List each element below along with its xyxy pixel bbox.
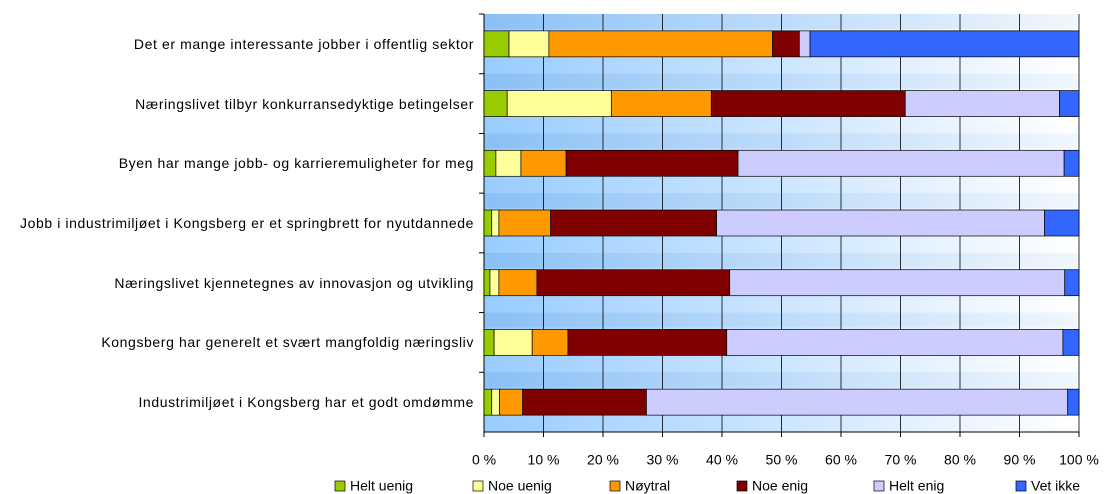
y-tick-label: Byen har mange jobb- og karrieremulighet… xyxy=(118,155,474,172)
y-tick-label: Jobb i industrimiljøet i Kongsberg er et… xyxy=(19,215,474,231)
x-tick-label: 0 % xyxy=(472,452,496,468)
bar-segment xyxy=(483,329,495,356)
x-tick-label: 90 % xyxy=(1004,452,1036,468)
bar-segment xyxy=(729,269,1066,297)
bar-segment xyxy=(646,388,1069,416)
x-tick-label: 40 % xyxy=(706,452,738,468)
bar-segment xyxy=(1059,90,1080,117)
bar-segment xyxy=(904,90,1060,117)
bar-segment xyxy=(565,149,739,177)
bar-segment xyxy=(489,269,500,297)
bar-segment xyxy=(567,329,728,356)
bar-segment xyxy=(491,388,500,416)
bar-segment xyxy=(809,30,1080,58)
bar-segment xyxy=(508,30,550,58)
bar-segment xyxy=(499,388,524,416)
legend-label: Helt uenig xyxy=(350,478,413,494)
legend-label: Nøytral xyxy=(625,478,670,494)
bar-segment xyxy=(493,329,533,356)
bar-segment xyxy=(491,209,500,237)
bar-segment xyxy=(483,269,491,297)
y-tick-label: Næringslivet tilbyr konkurransedyktige b… xyxy=(135,95,474,112)
legend-swatch xyxy=(609,480,621,492)
legend-swatch xyxy=(873,480,885,492)
x-tick-label: 10 % xyxy=(528,452,560,468)
bar-segment xyxy=(483,149,497,177)
legend-label: Vet ikke xyxy=(1031,478,1080,494)
bar-segment xyxy=(798,30,811,58)
bar-segment xyxy=(506,90,612,117)
bar-segment xyxy=(483,90,508,117)
bar-segment xyxy=(1063,149,1080,177)
bar-segment xyxy=(520,149,567,177)
x-tick-label: 80 % xyxy=(944,452,976,468)
x-tick-label: 30 % xyxy=(647,452,679,468)
x-tick-label: 70 % xyxy=(885,452,917,468)
bar-segment xyxy=(716,209,1045,237)
y-tick-label: Næringslivet kjennetegnes av innovasjon … xyxy=(114,274,474,291)
legend-label: Helt enig xyxy=(889,478,944,494)
bar-segment xyxy=(495,149,522,177)
bar-segment xyxy=(772,30,800,58)
bar-segment xyxy=(483,209,493,237)
bar-segment xyxy=(536,269,731,297)
bar-segment xyxy=(1062,329,1080,356)
x-tick-label: 100 % xyxy=(1059,452,1099,468)
bar-segment xyxy=(1044,209,1080,237)
bar-segment xyxy=(1064,269,1080,297)
x-tick-label: 50 % xyxy=(766,452,798,468)
bar-segment xyxy=(726,329,1064,356)
bar-segment xyxy=(498,209,551,237)
legend-swatch xyxy=(334,480,346,492)
y-tick-label: Kongsberg har generelt et svært mangfold… xyxy=(101,334,474,351)
bar-segment xyxy=(522,388,647,416)
bar-segment xyxy=(548,30,773,58)
x-tick-label: 60 % xyxy=(825,452,857,468)
bar-segment xyxy=(531,329,569,356)
legend-swatch xyxy=(736,480,748,492)
bar-segment xyxy=(610,90,712,117)
bar-segment xyxy=(550,209,717,237)
bar-segment xyxy=(483,388,493,416)
bar-segment xyxy=(1067,388,1080,416)
bar-segment xyxy=(737,149,1065,177)
legend-label: Noe enig xyxy=(752,478,808,494)
legend-label: Noe uenig xyxy=(488,478,552,494)
y-tick-label: Industrimiljøet i Kongsberg har et godt … xyxy=(138,394,474,411)
bar-segment xyxy=(483,30,510,58)
legend-swatch xyxy=(472,480,484,492)
y-tick-label: Det er mange interessante jobber i offen… xyxy=(133,35,474,52)
bar-segment xyxy=(710,90,906,117)
bar-segment xyxy=(498,269,538,297)
legend-swatch xyxy=(1015,480,1027,492)
x-tick-label: 20 % xyxy=(587,452,619,468)
